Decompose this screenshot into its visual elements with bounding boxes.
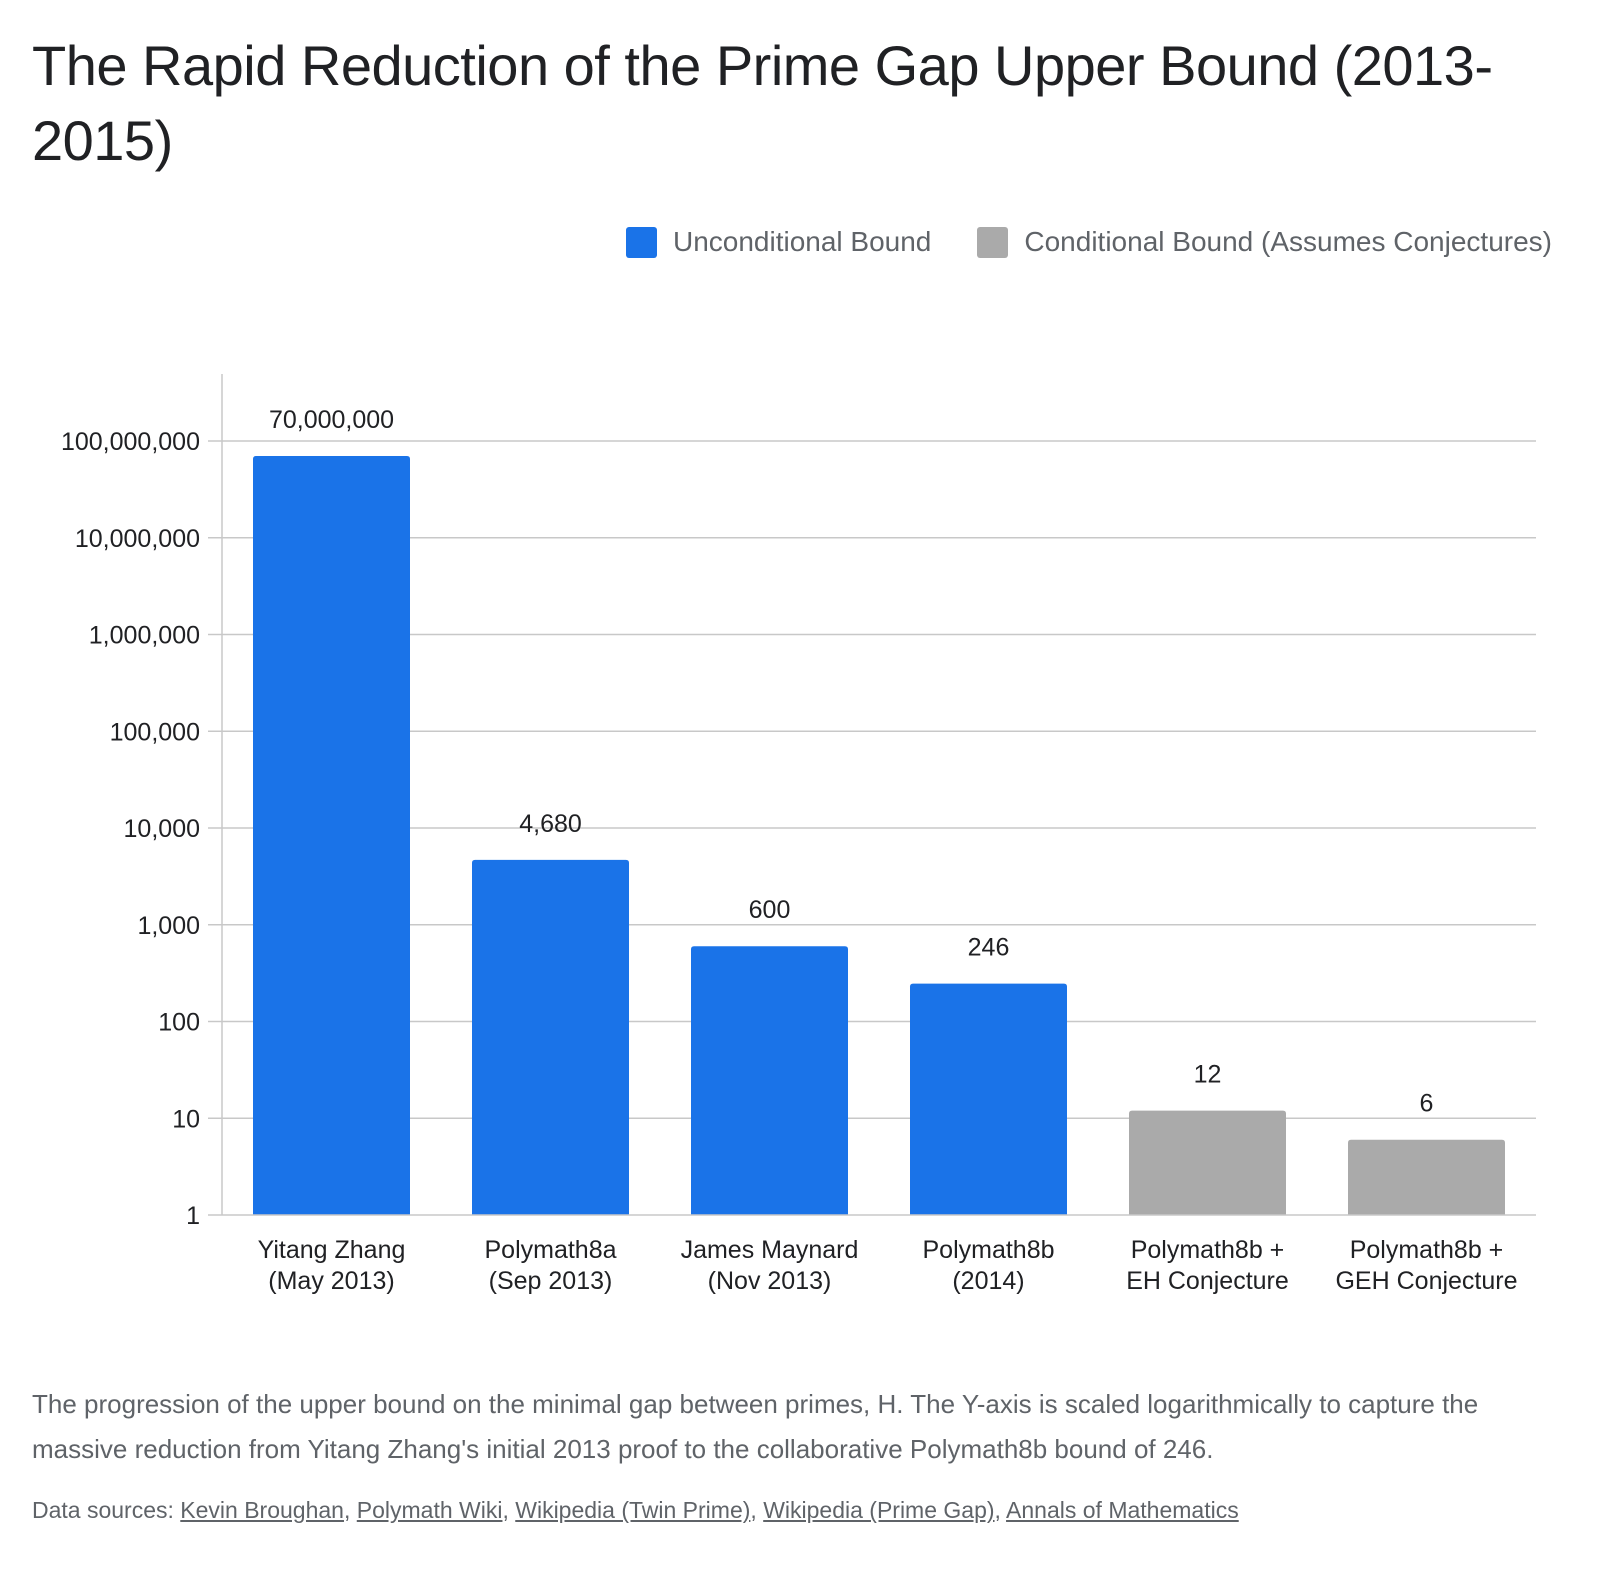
x-tick-label: Polymath8b + [1350, 1236, 1504, 1264]
legend-item-unconditional: Unconditional Bound [625, 226, 932, 258]
source-link-polymath-wiki[interactable]: Polymath Wiki [356, 1497, 503, 1523]
bar [253, 455, 410, 1215]
bar-value-label: 4,680 [519, 810, 582, 838]
y-tick-label: 100,000,000 [61, 428, 200, 456]
y-tick-label: 1,000 [137, 912, 200, 940]
legend-swatch-conditional [977, 226, 1009, 258]
bar-chart: 1 10 100 1,000 10,000 100,000 1,000,000 10,000,… [61, 374, 1536, 1295]
x-tick-label: (Nov 2013) [708, 1267, 832, 1295]
legend-item-conditional: Conditional Bound (Assumes Conjectures) [977, 226, 1552, 258]
y-tick-label: 10,000,000 [75, 525, 200, 553]
y-tick-label: 1,000,000 [89, 622, 200, 650]
x-tick-label: Polymath8a [484, 1236, 616, 1264]
source-link-wikipedia-twin-prime[interactable]: Wikipedia (Twin Prime) [515, 1497, 751, 1523]
bar-value-label: 600 [749, 896, 791, 924]
bar [691, 946, 848, 1215]
chart-title: The Rapid Reduction of the Prime Gap Upp… [32, 34, 1493, 172]
bar [1129, 1110, 1286, 1215]
chart-caption: The progression of the upper bound on th… [32, 1389, 1479, 1464]
x-tick-label: EH Conjecture [1126, 1267, 1289, 1295]
legend-label-unconditional: Unconditional Bound [672, 226, 932, 257]
legend-label-conditional: Conditional Bound (Assumes Conjectures) [1024, 226, 1552, 257]
y-tick-label: 1 [186, 1202, 200, 1230]
x-tick-label: (2014) [952, 1267, 1024, 1295]
source-link-wikipedia-prime-gap[interactable]: Wikipedia (Prime Gap) [763, 1497, 995, 1523]
data-sources: Data sources: Kevin Broughan, Polymath W… [32, 1497, 1239, 1523]
y-tick-label: 10 [172, 1105, 200, 1133]
bar-value-label: 12 [1194, 1061, 1222, 1089]
chart-legend: Unconditional Bound Conditional Bound (A… [625, 226, 1552, 258]
bar-value-label: 6 [1420, 1090, 1434, 1118]
sources-prefix: Data sources: [32, 1497, 181, 1523]
x-tick-label: Yitang Zhang [258, 1236, 406, 1264]
bar [1348, 1139, 1505, 1215]
bar [472, 859, 629, 1215]
x-tick-label: Polymath8b + [1131, 1236, 1285, 1264]
source-link-kevin-broughan[interactable]: Kevin Broughan [180, 1497, 344, 1523]
source-link-annals-of-mathematics[interactable]: Annals of Mathematics [1006, 1497, 1239, 1523]
y-tick-label: 10,000 [124, 815, 200, 843]
bar-value-label: 246 [968, 934, 1010, 962]
y-tick-label: 100,000 [110, 718, 200, 746]
x-tick-label: Polymath8b [922, 1236, 1054, 1264]
bar-value-label: 70,000,000 [269, 406, 394, 434]
bar [910, 983, 1067, 1215]
x-tick-label: (May 2013) [268, 1267, 394, 1295]
x-tick-label: (Sep 2013) [489, 1267, 613, 1295]
y-tick-label: 100 [158, 1009, 200, 1037]
x-tick-label: GEH Conjecture [1335, 1267, 1517, 1295]
x-tick-label: James Maynard [681, 1236, 859, 1264]
legend-swatch-unconditional [625, 226, 657, 258]
